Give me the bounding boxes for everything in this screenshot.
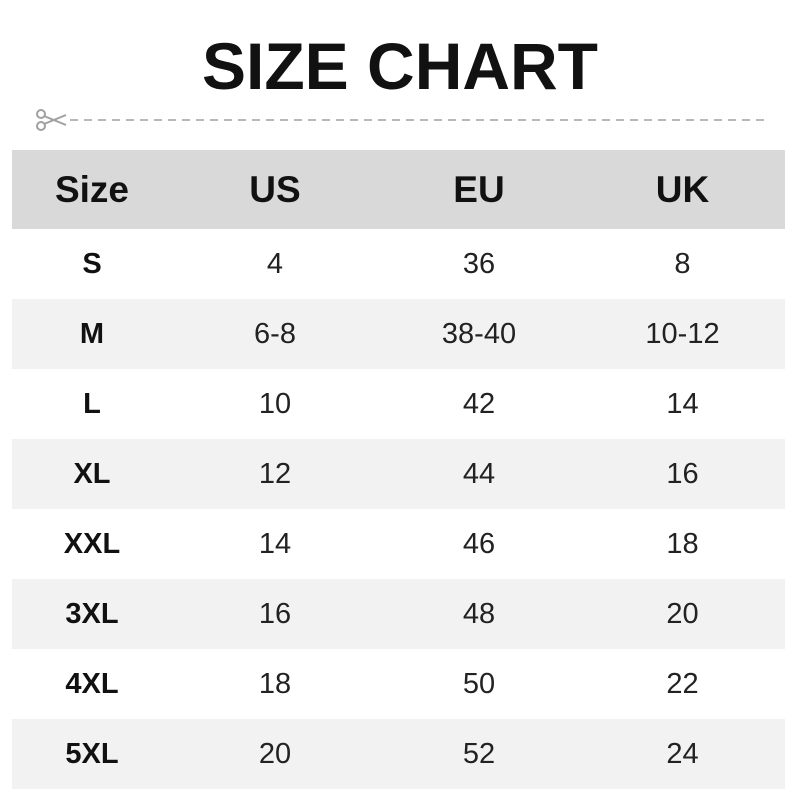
cell-size: L [83,387,101,420]
cell-uk: 10-12 [645,317,720,350]
cell-us: 10 [258,387,292,420]
cell-eu: 48 [462,597,496,630]
table-row: 5XL 20 52 24 [12,719,785,789]
table-header-row: Size US EU UK [12,150,785,229]
cell-eu: 46 [462,527,496,560]
cell-size: M [79,317,105,350]
cell-eu: 36 [462,247,496,280]
header-us: US [249,168,301,210]
table-row: XXL 14 46 18 [12,509,785,579]
cell-us: 6-8 [254,317,296,350]
header-size: Size [54,168,130,210]
cell-size: S [82,247,102,280]
cell-eu: 44 [462,457,496,490]
table-row: XL 12 44 16 [12,439,785,509]
cell-uk: 8 [674,247,691,280]
header-eu: EU [453,168,505,210]
cell-eu: 42 [462,387,496,420]
cell-eu: 52 [462,737,496,770]
cell-size: 5XL [65,737,119,770]
cut-line [36,109,769,131]
cell-us: 14 [258,527,292,560]
cell-uk: 24 [666,737,699,770]
page-title: SIZE CHART [202,29,598,103]
size-table: Size US EU UK S 4 36 8 M 6-8 38-40 10-12 L 10 42 14… [12,150,785,789]
table-row: M 6-8 38-40 10-12 [12,299,785,369]
scissors-icon [36,109,67,131]
cell-size: XL [73,457,111,490]
cell-eu: 38-40 [441,317,517,350]
table-row: 4XL 18 50 22 [12,649,785,719]
cell-size: XXL [63,527,121,560]
cell-uk: 18 [666,527,699,560]
cell-us: 20 [258,737,292,770]
cell-us: 4 [266,247,284,280]
cell-eu: 50 [462,667,496,700]
cell-uk: 14 [666,387,699,420]
table-row: S 4 36 8 [12,229,785,299]
table-row: L 10 42 14 [12,369,785,439]
table-row: 3XL 16 48 20 [12,579,785,649]
header-uk: UK [655,168,710,210]
cell-uk: 22 [666,667,699,700]
cell-uk: 16 [666,457,699,490]
cell-size: 3XL [65,597,119,630]
cell-us: 12 [258,457,292,490]
cell-us: 18 [258,667,292,700]
cell-uk: 20 [666,597,699,630]
cell-size: 4XL [65,667,119,700]
cell-us: 16 [258,597,292,630]
